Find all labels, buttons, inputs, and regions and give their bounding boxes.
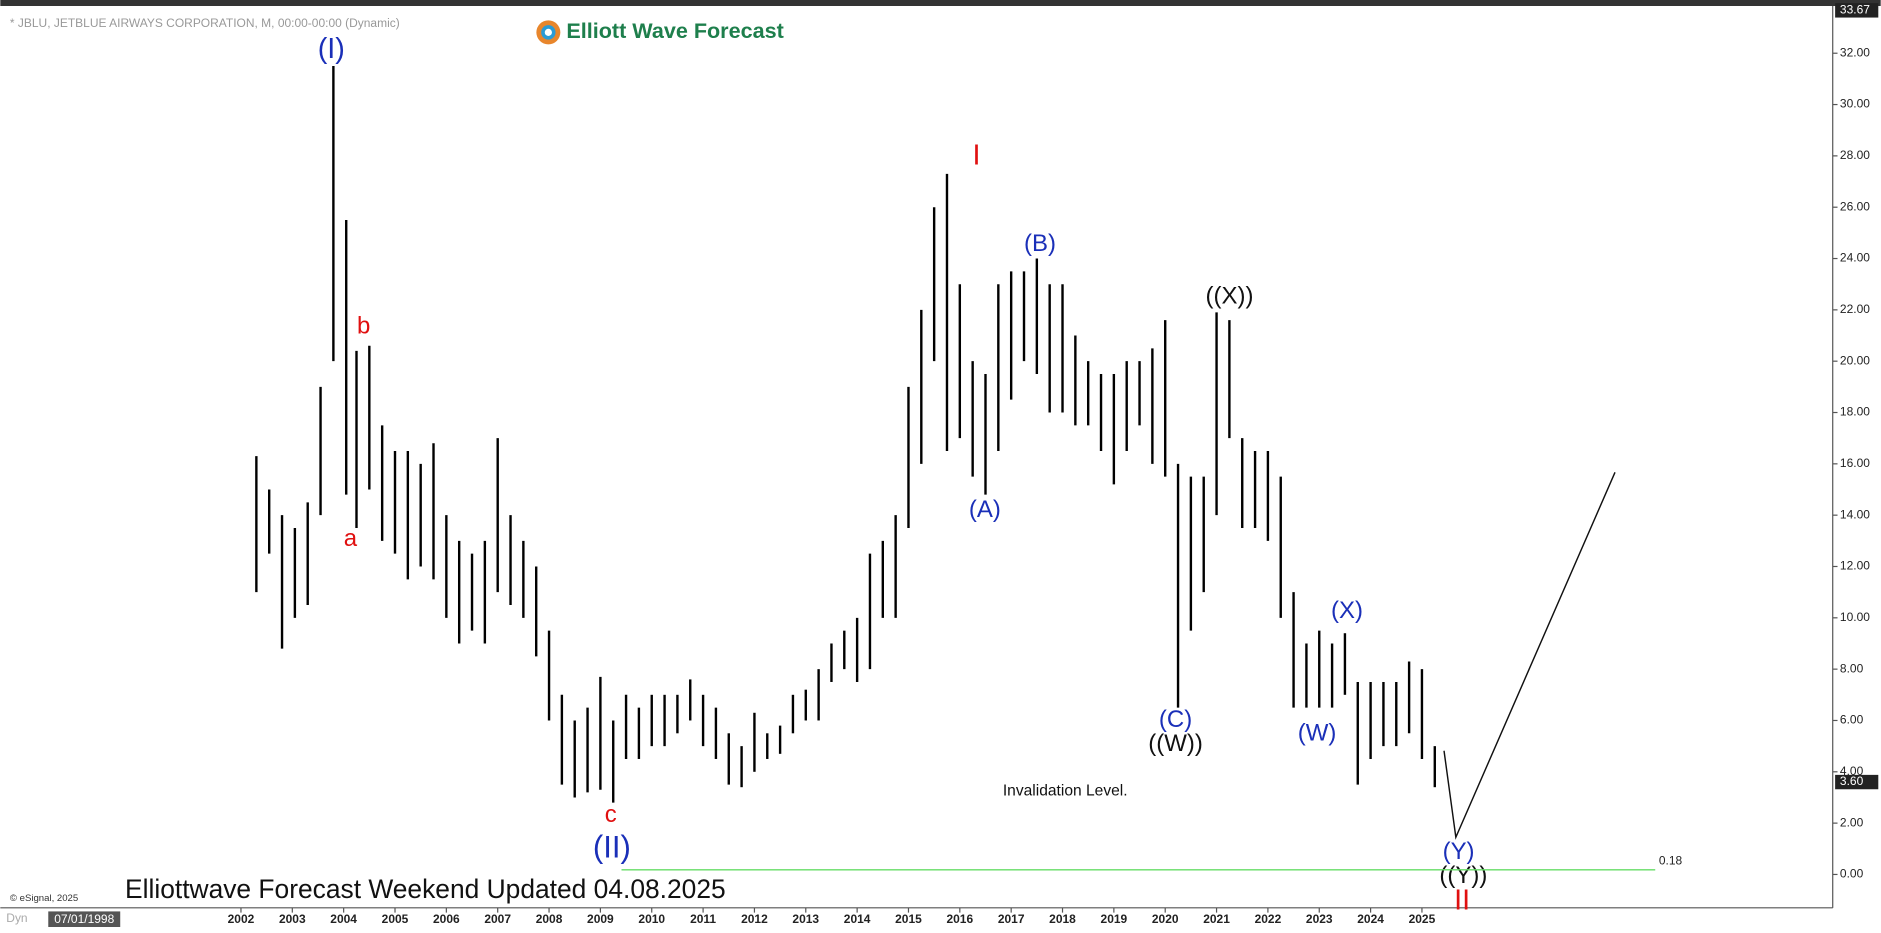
x-tick-label: 2006	[433, 912, 460, 926]
last-price-label: 3.60	[1840, 774, 1864, 788]
wave-label: (W)	[1298, 719, 1337, 746]
wave-label: (C)	[1159, 706, 1192, 733]
x-tick-label: 2012	[741, 912, 768, 926]
x-tick-label: 2008	[536, 912, 563, 926]
wave-label: c	[605, 801, 617, 828]
projection-line	[1443, 472, 1616, 840]
x-tick-label: 2014	[844, 912, 871, 926]
copyright: © eSignal, 2025	[10, 893, 78, 904]
wave-label: (X)	[1331, 597, 1363, 624]
wave-label: (I)	[318, 33, 345, 65]
x-tick-label: 2016	[946, 912, 973, 926]
y-tick-label: 28.00	[1840, 148, 1870, 162]
x-tick-label: 2017	[998, 912, 1025, 926]
logo: Elliott Wave Forecast	[536, 18, 784, 45]
logo-text: Elliott Wave Forecast	[566, 18, 783, 43]
x-tick-label: 2019	[1101, 912, 1128, 926]
x-tick-label: 2009	[587, 912, 614, 926]
last-price-tag	[1835, 774, 1879, 790]
y-tick-label: 22.00	[1840, 302, 1870, 316]
y-tick-label: 4.00	[1840, 764, 1864, 778]
y-tick-label: 10.00	[1840, 610, 1870, 624]
x-tick-label: 2025	[1409, 912, 1436, 926]
top-border	[0, 0, 1881, 6]
y-tick-label: 20.00	[1840, 353, 1870, 367]
footer: Elliottwave Forecast Weekend Updated 04.…	[125, 874, 726, 904]
y-tick-label: 26.00	[1840, 199, 1870, 213]
wave-label: (B)	[1024, 230, 1056, 257]
level-label: 0.18	[1659, 854, 1683, 868]
x-tick-label: 2003	[279, 912, 306, 926]
mode: Dyn	[6, 911, 27, 925]
x-tick-label: 2018	[1049, 912, 1076, 926]
wave-label: II	[1454, 884, 1470, 916]
y-tick-label: 24.00	[1840, 251, 1870, 265]
y-tick-label: 6.00	[1840, 713, 1864, 727]
y-tick-label: 16.00	[1840, 456, 1870, 470]
x-tick-label: 2024	[1357, 912, 1384, 926]
wave-label: (A)	[969, 496, 1001, 523]
x-tick-label: 2013	[792, 912, 819, 926]
y-tick-label: 14.00	[1840, 507, 1870, 521]
date-box	[48, 911, 121, 928]
x-tick-label: 2007	[484, 912, 511, 926]
x-tick-label: 2002	[228, 912, 255, 926]
x-tick-label: 2020	[1152, 912, 1179, 926]
y-tick-label: 18.00	[1840, 405, 1870, 419]
wave-label: (Y)	[1443, 838, 1475, 865]
y-tick-label: 2.00	[1840, 815, 1864, 829]
max-price-label: 33.67	[1840, 3, 1870, 17]
header: * JBLU, JETBLUE AIRWAYS CORPORATION, M, …	[10, 16, 400, 30]
wave-label: ((W))	[1148, 730, 1203, 757]
y-tick-label: 30.00	[1840, 97, 1870, 111]
wave-label: ((Y))	[1439, 862, 1487, 889]
wave-label: ((X))	[1206, 283, 1254, 310]
wave-label: I	[972, 140, 980, 172]
x-tick-label: 2023	[1306, 912, 1333, 926]
x-tick-label: 2005	[382, 912, 409, 926]
y-tick-label: 0.00	[1840, 867, 1864, 881]
x-tick-label: 2010	[638, 912, 665, 926]
note: Invalidation Level.	[1003, 783, 1128, 800]
x-tick-label: 2022	[1255, 912, 1282, 926]
y-tick-label: 8.00	[1840, 661, 1864, 675]
x-tick-label: 2011	[690, 912, 716, 926]
x-tick-label: 2015	[895, 912, 922, 926]
max-price-tag	[1835, 3, 1879, 18]
y-tick-label: 32.00	[1840, 45, 1870, 59]
x-tick-label: 2004	[330, 912, 357, 926]
start-date: 07/01/1998	[54, 912, 114, 926]
wave-label: b	[357, 313, 370, 340]
y-tick-label: 12.00	[1840, 559, 1870, 573]
wave-label: (II)	[593, 829, 631, 864]
logo-icon-core	[544, 28, 552, 36]
wave-label: a	[344, 525, 358, 552]
x-tick-label: 2021	[1203, 912, 1230, 926]
